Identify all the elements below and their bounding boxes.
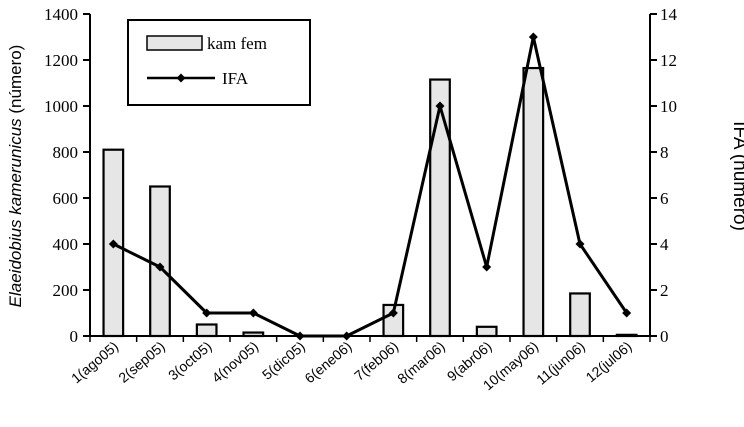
ifa-point-4(nov05)	[248, 308, 258, 318]
left-tick-label: 200	[53, 281, 79, 300]
right-tick-label: 0	[660, 327, 669, 346]
right-tick-label: 4	[660, 235, 669, 254]
right-tick-label: 6	[660, 189, 669, 208]
ifa-point-2(sep05)	[155, 262, 165, 272]
ifa-point-5(dic05)	[295, 331, 305, 341]
bar-12(jul06)	[615, 333, 638, 338]
ifa-point-9(abr06)	[482, 262, 492, 272]
legend-box	[127, 19, 311, 106]
legend-bar-label: kam fem	[207, 34, 267, 53]
bar-10(may06)	[522, 66, 545, 338]
legend-line-label: IFA	[222, 69, 249, 88]
bar-11(jun06)	[569, 292, 591, 338]
left-tick-label: 1400	[44, 5, 78, 24]
ifa-point-10(may06)	[528, 32, 538, 42]
x-tick-label: 11(jun06)	[533, 338, 588, 388]
right-tick-label: 8	[660, 143, 669, 162]
y-axis-label-unit: (número)	[6, 45, 25, 119]
right-tick-label: 14	[660, 5, 678, 24]
left-tick-label: 1200	[44, 51, 78, 70]
left-axis: 0 200 400 600 800 1000 1200 1400	[44, 5, 91, 346]
x-tick-label: 7(feb06)	[351, 338, 401, 384]
left-tick-label: 1000	[44, 97, 78, 116]
bar-series	[102, 66, 638, 338]
left-tick-label: 400	[53, 235, 79, 254]
left-tick-label: 800	[53, 143, 79, 162]
right-tick-label: 12	[660, 51, 677, 70]
left-tick-label: 600	[53, 189, 79, 208]
bar-4(nov05)	[242, 331, 265, 338]
bar-3(oct05)	[195, 323, 218, 338]
ifa-point-6(ene06)	[342, 331, 352, 341]
ifa-line	[112, 35, 628, 338]
right-tick-label: 10	[660, 97, 677, 116]
x-tick-label: 4(nov05)	[209, 338, 262, 386]
legend-bar-swatch	[146, 35, 203, 51]
bar-9(abr06)	[475, 325, 498, 338]
legend: kam fem IFA	[127, 19, 311, 106]
ifa-point-8(mar06)	[435, 101, 445, 111]
ifa-point-1(ago05)	[108, 239, 118, 249]
line-series	[108, 32, 632, 341]
right-tick-label: 2	[660, 281, 669, 300]
bar-8(mar06)	[429, 78, 451, 338]
ifa-point-3(oct05)	[202, 308, 212, 318]
x-tick-label: 12(jul06)	[583, 338, 635, 385]
left-tick-label: 0	[70, 327, 79, 346]
y-axis-label-species: Elaeidobius kamerunicus	[6, 118, 25, 307]
bar-2(sep05)	[149, 185, 171, 338]
ifa-point-11(jun06)	[575, 239, 585, 249]
y2-axis-label: IFA (número)	[729, 121, 744, 231]
x-tick-label: 8(mar06)	[394, 338, 448, 387]
y-axis-label: Elaeidobius kamerunicus (número)	[6, 45, 25, 308]
x-tick-label: 5(dic05)	[259, 338, 308, 383]
x-tick-label: 6(ene06)	[301, 338, 354, 386]
legend-line-marker	[176, 73, 186, 83]
right-axis: 0 2 4 6 8 10 12 14	[649, 5, 678, 346]
bar-7(feb06)	[382, 303, 405, 338]
x-tick-label: 3(oct05)	[165, 338, 215, 383]
x-axis: 1(ago05)2(sep05)3(oct05)4(nov05)5(dic05)…	[68, 335, 651, 393]
ifa-point-7(feb06)	[388, 308, 398, 318]
x-tick-label: 2(sep05)	[115, 338, 168, 386]
ifa-point-12(jul06)	[622, 308, 632, 318]
